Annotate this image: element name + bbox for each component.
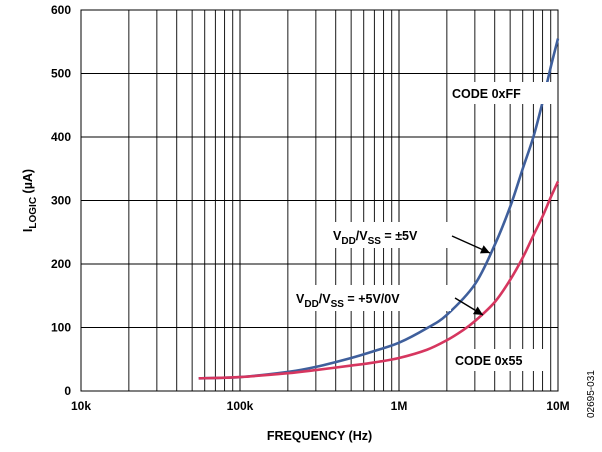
plot-frame [80, 9, 559, 392]
annotation-arrowhead [479, 245, 490, 254]
y-tick-label: 400 [51, 130, 71, 144]
annotation-vdd-5v: VDD/VSS = ±5V [333, 229, 418, 247]
annotation-code-55: CODE 0x55 [455, 354, 522, 368]
y-tick-label: 500 [51, 67, 71, 81]
series-group [198, 38, 560, 380]
annotation-bg [293, 285, 451, 311]
x-tick-label: 10M [546, 399, 569, 413]
annotation-code-ff: CODE 0xFF [452, 87, 521, 101]
y-axis-label: ILOGIC (µA) [21, 169, 39, 232]
x-tick-label: 10k [71, 399, 91, 413]
x-tick-label: 1M [391, 399, 408, 413]
figure-id: 02695-031 [586, 370, 597, 418]
annotations: CODE 0xFF VDD/VSS = ±5V VDD/VSS = +5V/0V CO… [293, 82, 557, 371]
annotation-bg [449, 82, 557, 104]
y-tick-label: 600 [51, 3, 71, 17]
annotation-arrowhead [472, 306, 483, 315]
y-tick-label: 0 [64, 384, 71, 398]
annotation-bg [330, 222, 458, 248]
series-line-1 [198, 38, 560, 380]
y-tick-label: 300 [51, 194, 71, 208]
series-line-2 [198, 180, 560, 380]
y-tick-label: 100 [51, 321, 71, 335]
tick-labels: 10k 100k 1M 10M 0 100 200 300 400 500 600 [51, 3, 570, 413]
grid [81, 10, 558, 391]
annotation-vdd-5v0v: VDD/VSS = +5V/0V [296, 292, 400, 310]
x-axis-label: FREQUENCY (Hz) [267, 429, 372, 443]
x-tick-label: 100k [227, 399, 254, 413]
annotation-bg [451, 349, 546, 371]
y-tick-label: 200 [51, 257, 71, 271]
